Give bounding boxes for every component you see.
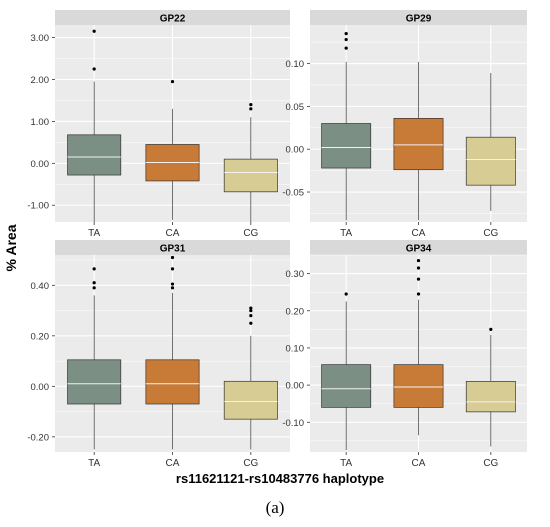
box-cg <box>223 380 278 420</box>
outlier-point <box>344 46 348 50</box>
box-cg <box>465 381 516 413</box>
box-ta <box>67 359 122 405</box>
x-tick-label: CA <box>166 458 180 469</box>
x-tick-label: CG <box>243 458 258 469</box>
outlier-point <box>92 29 96 33</box>
x-tick-label: CA <box>166 228 180 239</box>
y-tick-label: 0.40 <box>31 281 50 292</box>
figure-caption: (a) <box>265 498 285 517</box>
panel-title: GP31 <box>160 244 186 255</box>
y-tick-label: 0.00 <box>31 159 50 170</box>
panel-title: GP34 <box>406 244 432 255</box>
y-tick-label: 0.20 <box>286 306 305 317</box>
panel-gp22: GP22 -1.00 0.00 1.00 2.00 3.00 TA CA CG <box>27 10 290 239</box>
panel-title: GP22 <box>160 14 186 25</box>
outlier-point <box>344 37 348 42</box>
y-tick-label: 0.00 <box>31 382 50 393</box>
x-tick-label: TA <box>88 228 100 239</box>
outlier-point <box>489 327 493 331</box>
y-tick-label: -1.00 <box>27 201 49 212</box>
y-tick-label: -0.05 <box>282 188 304 199</box>
outlier-point <box>249 103 253 107</box>
outlier-point <box>92 281 96 285</box>
panel-strip <box>310 10 527 25</box>
outlier-point <box>249 321 253 325</box>
y-tick-label: 0.05 <box>286 102 305 113</box>
outlier-point <box>344 292 348 296</box>
x-tick-label: TA <box>88 458 100 469</box>
y-tick-label: 0.00 <box>286 381 305 392</box>
outlier-point <box>344 31 348 36</box>
box-ca <box>393 364 444 408</box>
outlier-point <box>92 67 96 71</box>
box-ta <box>321 123 372 169</box>
y-tick-label: 0.10 <box>286 59 305 70</box>
panel-strip <box>55 10 290 25</box>
panel-strip <box>55 240 290 255</box>
outlier-point <box>170 286 175 290</box>
y-tick-label: 0.10 <box>286 343 305 354</box>
panel-gp29: GP29 -0.05 0.00 0.05 0.10 TA CA CG <box>282 10 527 239</box>
box-cg <box>223 158 278 193</box>
outlier-point <box>170 267 175 271</box>
panels-layer: GP22 -1.00 0.00 1.00 2.00 3.00 TA CA CG GP29 -0.05… <box>27 10 527 469</box>
outlier-point <box>416 258 421 263</box>
x-tick-label: TA <box>340 458 352 469</box>
y-tick-label: -0.10 <box>282 418 304 429</box>
box-cg <box>465 136 516 186</box>
outlier-point <box>92 267 96 271</box>
outlier-point <box>416 266 421 270</box>
x-tick-label: TA <box>340 228 352 239</box>
y-tick-label: 0.20 <box>31 331 50 342</box>
panel-title: GP29 <box>406 14 432 25</box>
panel-strip <box>310 240 527 255</box>
y-tick-label: 1.00 <box>31 117 50 128</box>
outlier-point <box>249 314 253 318</box>
outlier-point <box>170 79 175 84</box>
x-axis-label: rs11621121-rs10483776 haplotype <box>176 471 384 486</box>
box-ca <box>145 359 200 405</box>
x-tick-label: CG <box>483 458 498 469</box>
outlier-point <box>416 277 421 281</box>
x-tick-label: CA <box>412 458 426 469</box>
outlier-point <box>92 286 96 290</box>
panel-gp34: GP34 -0.10 0.00 0.10 0.20 0.30 TA CA CG <box>282 240 527 469</box>
outlier-point <box>249 306 253 310</box>
outlier-point <box>170 255 175 260</box>
outlier-point <box>249 107 253 111</box>
y-tick-label: 3.00 <box>31 33 50 44</box>
x-tick-label: CG <box>483 228 498 239</box>
y-tick-label: 0.30 <box>286 269 305 280</box>
box-ta <box>321 364 372 408</box>
y-tick-label: -0.20 <box>27 432 49 443</box>
outlier-point <box>249 308 253 313</box>
outlier-point <box>170 282 175 286</box>
y-tick-label: 2.00 <box>31 75 50 86</box>
y-axis-label: % Area <box>3 224 19 271</box>
box-ta <box>67 134 122 176</box>
outlier-point <box>416 292 421 296</box>
box-ca <box>393 118 444 171</box>
x-tick-label: CG <box>243 228 258 239</box>
y-tick-label: 0.00 <box>286 145 305 156</box>
panel-gp31: GP31 -0.20 0.00 0.20 0.40 TA CA CG <box>27 240 290 469</box>
x-tick-label: CA <box>412 228 426 239</box>
